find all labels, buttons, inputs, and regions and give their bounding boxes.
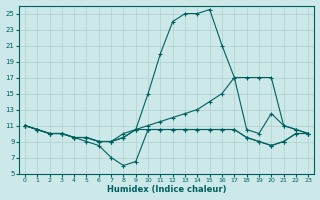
X-axis label: Humidex (Indice chaleur): Humidex (Indice chaleur)	[107, 185, 226, 194]
